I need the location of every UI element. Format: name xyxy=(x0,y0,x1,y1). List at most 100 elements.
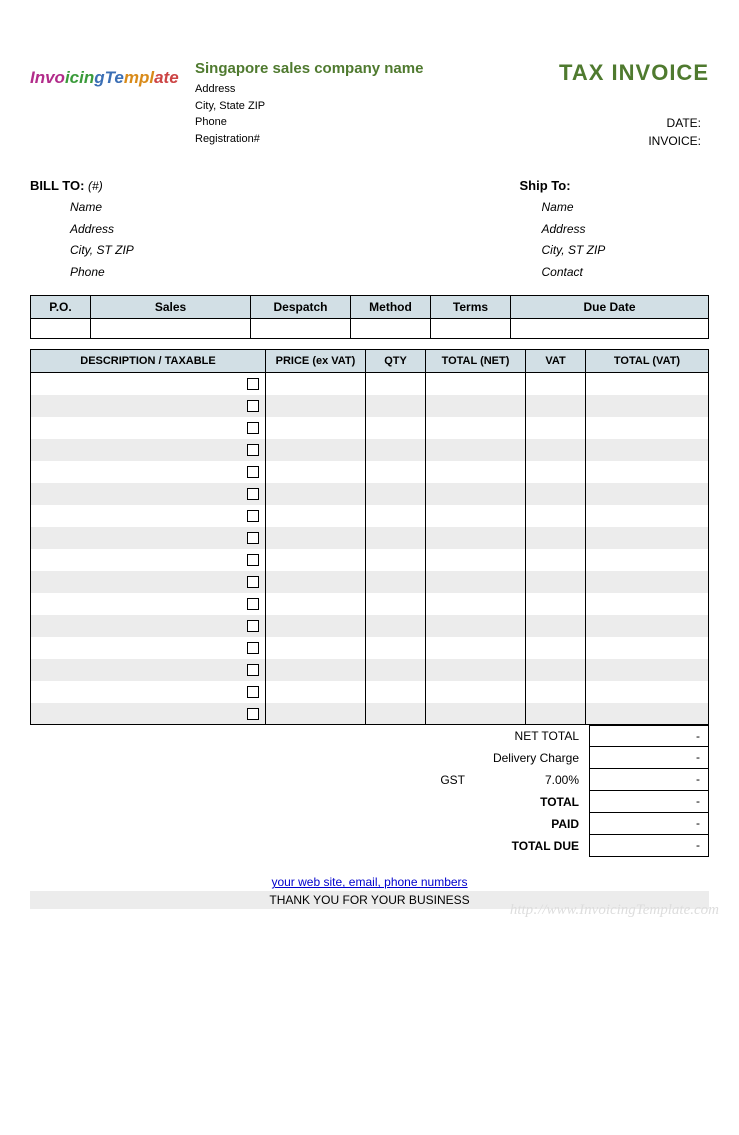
item-net[interactable] xyxy=(426,527,526,549)
item-price[interactable] xyxy=(266,439,366,461)
item-totalvat[interactable] xyxy=(586,417,709,439)
item-vat[interactable] xyxy=(526,417,586,439)
item-description[interactable] xyxy=(31,439,266,461)
item-description[interactable] xyxy=(31,637,266,659)
item-net[interactable] xyxy=(426,417,526,439)
item-description[interactable] xyxy=(31,395,266,417)
item-qty[interactable] xyxy=(366,571,426,593)
item-description[interactable] xyxy=(31,461,266,483)
item-net[interactable] xyxy=(426,571,526,593)
taxable-checkbox[interactable] xyxy=(247,378,259,390)
taxable-checkbox[interactable] xyxy=(247,488,259,500)
item-net[interactable] xyxy=(426,483,526,505)
item-vat[interactable] xyxy=(526,373,586,395)
item-net[interactable] xyxy=(426,549,526,571)
taxable-checkbox[interactable] xyxy=(247,642,259,654)
item-description[interactable] xyxy=(31,703,266,725)
item-net[interactable] xyxy=(426,395,526,417)
item-vat[interactable] xyxy=(526,483,586,505)
item-description[interactable] xyxy=(31,659,266,681)
item-price[interactable] xyxy=(266,615,366,637)
item-description[interactable] xyxy=(31,417,266,439)
item-totalvat[interactable] xyxy=(586,593,709,615)
order-po[interactable] xyxy=(31,319,91,339)
item-qty[interactable] xyxy=(366,703,426,725)
item-vat[interactable] xyxy=(526,659,586,681)
item-qty[interactable] xyxy=(366,483,426,505)
taxable-checkbox[interactable] xyxy=(247,686,259,698)
item-description[interactable] xyxy=(31,483,266,505)
item-qty[interactable] xyxy=(366,593,426,615)
item-qty[interactable] xyxy=(366,637,426,659)
item-description[interactable] xyxy=(31,505,266,527)
item-price[interactable] xyxy=(266,659,366,681)
item-net[interactable] xyxy=(426,373,526,395)
item-description[interactable] xyxy=(31,571,266,593)
item-description[interactable] xyxy=(31,527,266,549)
item-totalvat[interactable] xyxy=(586,527,709,549)
taxable-checkbox[interactable] xyxy=(247,554,259,566)
item-price[interactable] xyxy=(266,483,366,505)
item-net[interactable] xyxy=(426,505,526,527)
item-totalvat[interactable] xyxy=(586,637,709,659)
order-method[interactable] xyxy=(351,319,431,339)
item-description[interactable] xyxy=(31,681,266,703)
item-vat[interactable] xyxy=(526,637,586,659)
item-qty[interactable] xyxy=(366,417,426,439)
taxable-checkbox[interactable] xyxy=(247,510,259,522)
item-qty[interactable] xyxy=(366,505,426,527)
item-qty[interactable] xyxy=(366,439,426,461)
taxable-checkbox[interactable] xyxy=(247,576,259,588)
item-net[interactable] xyxy=(426,615,526,637)
item-totalvat[interactable] xyxy=(586,703,709,725)
item-qty[interactable] xyxy=(366,549,426,571)
item-price[interactable] xyxy=(266,703,366,725)
item-totalvat[interactable] xyxy=(586,483,709,505)
item-price[interactable] xyxy=(266,549,366,571)
item-qty[interactable] xyxy=(366,615,426,637)
order-due[interactable] xyxy=(511,319,709,339)
item-totalvat[interactable] xyxy=(586,461,709,483)
item-price[interactable] xyxy=(266,637,366,659)
taxable-checkbox[interactable] xyxy=(247,708,259,720)
item-description[interactable] xyxy=(31,549,266,571)
taxable-checkbox[interactable] xyxy=(247,444,259,456)
taxable-checkbox[interactable] xyxy=(247,664,259,676)
item-net[interactable] xyxy=(426,659,526,681)
item-qty[interactable] xyxy=(366,461,426,483)
item-totalvat[interactable] xyxy=(586,615,709,637)
item-price[interactable] xyxy=(266,571,366,593)
item-totalvat[interactable] xyxy=(586,549,709,571)
item-price[interactable] xyxy=(266,593,366,615)
item-price[interactable] xyxy=(266,505,366,527)
item-description[interactable] xyxy=(31,593,266,615)
item-net[interactable] xyxy=(426,681,526,703)
item-vat[interactable] xyxy=(526,703,586,725)
taxable-checkbox[interactable] xyxy=(247,422,259,434)
item-description[interactable] xyxy=(31,615,266,637)
item-qty[interactable] xyxy=(366,681,426,703)
item-totalvat[interactable] xyxy=(586,681,709,703)
item-price[interactable] xyxy=(266,461,366,483)
item-net[interactable] xyxy=(426,461,526,483)
item-price[interactable] xyxy=(266,681,366,703)
item-totalvat[interactable] xyxy=(586,373,709,395)
item-price[interactable] xyxy=(266,527,366,549)
item-net[interactable] xyxy=(426,703,526,725)
item-totalvat[interactable] xyxy=(586,571,709,593)
item-totalvat[interactable] xyxy=(586,505,709,527)
item-price[interactable] xyxy=(266,395,366,417)
item-qty[interactable] xyxy=(366,395,426,417)
item-totalvat[interactable] xyxy=(586,439,709,461)
item-description[interactable] xyxy=(31,373,266,395)
item-net[interactable] xyxy=(426,637,526,659)
item-vat[interactable] xyxy=(526,527,586,549)
item-qty[interactable] xyxy=(366,527,426,549)
item-vat[interactable] xyxy=(526,681,586,703)
order-sales[interactable] xyxy=(91,319,251,339)
item-net[interactable] xyxy=(426,439,526,461)
item-vat[interactable] xyxy=(526,395,586,417)
item-vat[interactable] xyxy=(526,549,586,571)
item-vat[interactable] xyxy=(526,505,586,527)
item-vat[interactable] xyxy=(526,461,586,483)
